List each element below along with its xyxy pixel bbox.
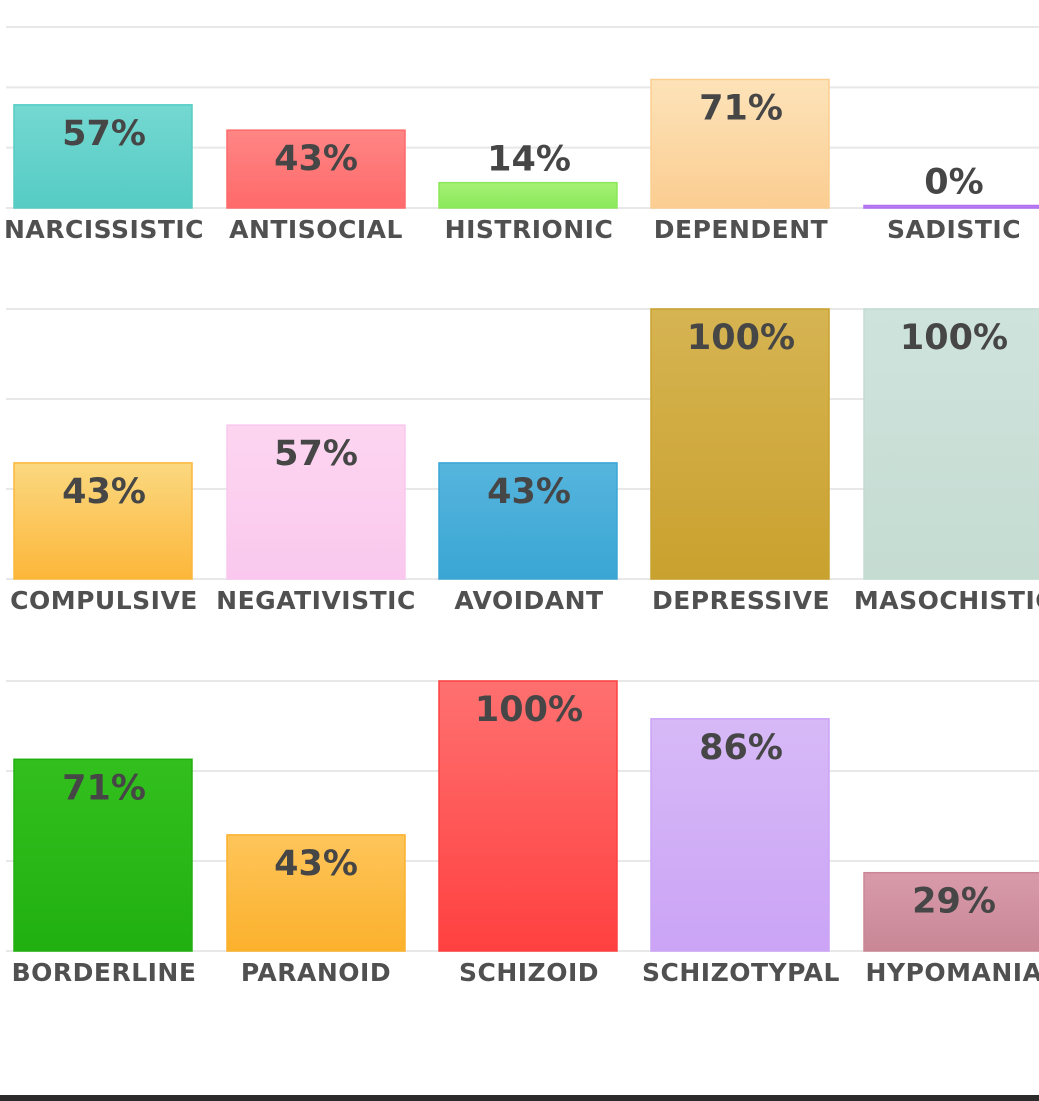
bar-value-label: 14%: [487, 140, 571, 180]
bar-masochistic: [863, 308, 1039, 580]
bar-hypomania: [863, 871, 1039, 952]
category-label: NEGATIVISTIC: [216, 586, 416, 615]
category-label: COMPULSIVE: [10, 586, 198, 615]
bar-value-label: 43%: [274, 139, 358, 179]
bar-value-label: 43%: [274, 844, 358, 884]
chart-panel-1: 57% NARCISSISTIC 43% ANTISOCIAL 14% HISTRIONI…: [4, 26, 1039, 244]
bar-sadistic: [863, 204, 1039, 209]
chart-panel-2: 43% COMPULSIVE 57% NEGATIVISTIC 43% AVOIDANT 1…: [6, 308, 1039, 615]
bar-value-label: 86%: [699, 728, 783, 768]
bar-dependent: [650, 78, 830, 209]
chart-panel-3: 71% BORDERLINE 43% PARANOID 100% SCHIZOID 86% S…: [6, 680, 1039, 987]
bar-value-label: 57%: [62, 114, 146, 154]
category-label: ANTISOCIAL: [229, 215, 403, 244]
category-label: SCHIZOTYPAL: [642, 958, 840, 987]
bar-value-label: 100%: [475, 690, 583, 730]
bar-depressive: [650, 308, 830, 580]
category-label: SADISTIC: [887, 215, 1021, 244]
bar-schizoid: [438, 680, 618, 952]
bar-histrionic: [438, 181, 618, 209]
category-label: SCHIZOID: [459, 958, 599, 987]
category-label: NARCISSISTIC: [4, 215, 204, 244]
bar-value-label: 71%: [699, 88, 783, 128]
bar-paranoid: [226, 834, 406, 952]
bar-avoidant: [438, 462, 618, 580]
category-label: DEPRESSIVE: [652, 586, 830, 615]
bar-schizotypal: [650, 718, 830, 952]
bar-value-label: 43%: [62, 472, 146, 512]
bar-value-label: 29%: [912, 882, 996, 922]
bar-value-label: 100%: [900, 318, 1008, 358]
bar-narcissistic: [13, 104, 193, 209]
bar-value-label: 0%: [924, 163, 983, 203]
category-label: AVOIDANT: [454, 586, 603, 615]
category-label: PARANOID: [241, 958, 391, 987]
category-label: DEPENDENT: [654, 215, 828, 244]
category-label: MASOCHISTIC: [854, 586, 1039, 615]
category-label: HYPOMANIA: [866, 958, 1039, 987]
bar-value-label: 71%: [62, 768, 146, 808]
bar-antisocial: [226, 129, 406, 209]
bar-value-label: 43%: [487, 472, 571, 512]
bar-negativistic: [226, 424, 406, 580]
bottom-bar: [0, 1095, 1039, 1101]
bar-value-label: 100%: [687, 318, 795, 358]
bar-borderline: [13, 758, 193, 952]
bar-compulsive: [13, 462, 193, 580]
bar-value-label: 57%: [274, 434, 358, 474]
category-label: HISTRIONIC: [445, 215, 614, 244]
category-label: BORDERLINE: [12, 958, 197, 987]
